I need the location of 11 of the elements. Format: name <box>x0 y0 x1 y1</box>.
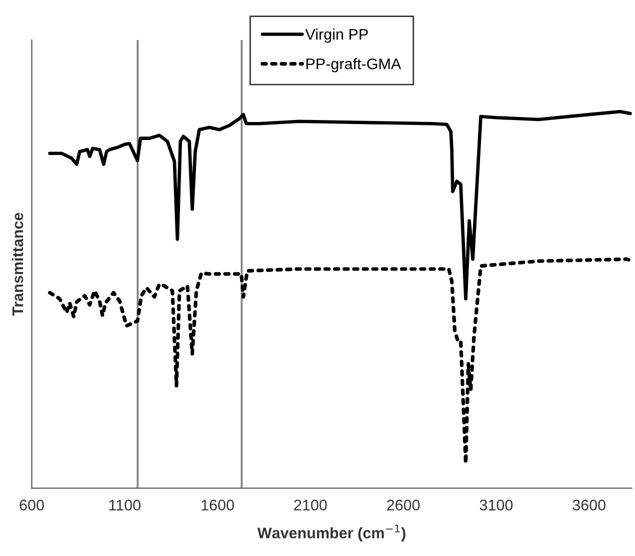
x-tick-label: 2600 <box>387 500 420 510</box>
x-tick-label: 3100 <box>480 500 513 510</box>
x-tick-label: 3600 <box>572 500 606 510</box>
legend-label: PP-graft-GMA <box>306 58 402 72</box>
y-axis-title: Transmittance <box>12 212 24 316</box>
x-tick-label: 1100 <box>109 500 140 510</box>
x-tick-label: 600 <box>20 500 44 510</box>
x-tick-label: 1600 <box>202 500 234 510</box>
x-axis-title: Wavenumber (cm$^{−1}$) <box>257 524 406 542</box>
x-tick-label: 2100 <box>294 500 327 510</box>
legend-label: Virgin PP <box>305 28 368 43</box>
